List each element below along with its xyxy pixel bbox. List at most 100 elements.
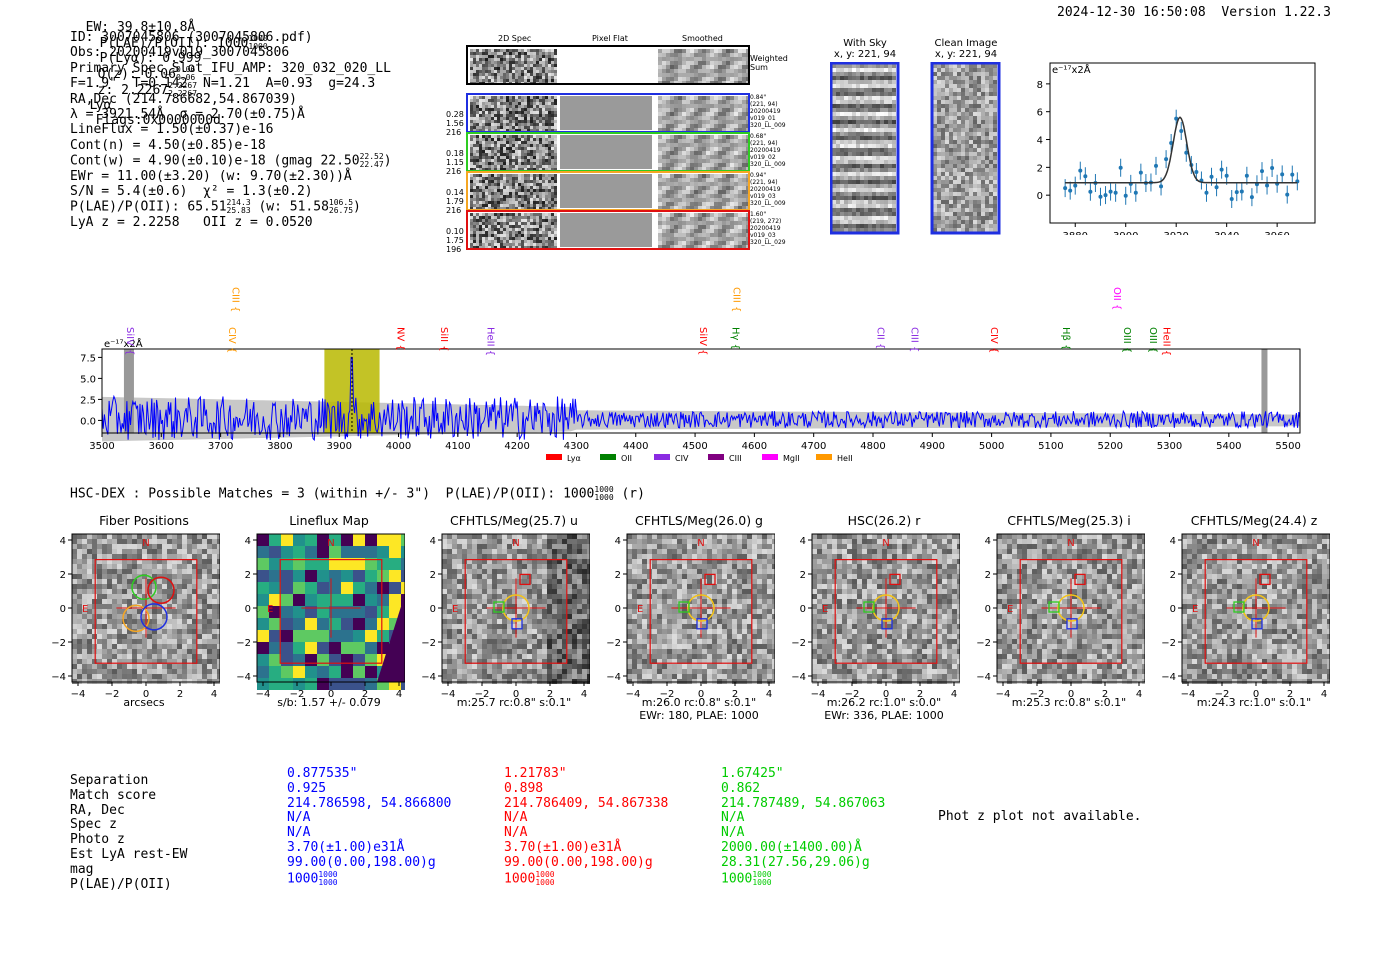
cutout-pixel [545,162,548,165]
sky-pixel [989,212,993,216]
cutout-pixel [710,178,714,182]
data-point [1169,140,1174,145]
cutout-pixel [536,192,539,195]
sky-pixel [860,76,864,80]
cutout-pixel [694,237,698,241]
cutout-pixel [545,102,548,105]
cutout-pixel [674,69,678,73]
sky-pixel [872,72,876,76]
cutout-pixel [515,108,518,111]
cutout-pixel [678,73,682,77]
sky-pixel [864,124,868,128]
sky-pixel [957,140,961,144]
image-pixel [127,599,132,604]
cutout-pixel [554,64,557,67]
cutout-pixel [666,229,670,233]
cutout-pixel [658,116,662,120]
cutout-pixel [479,183,482,186]
sky-pixel [989,148,993,152]
cutout-pixel [533,201,536,204]
sky-pixel [836,132,840,136]
cutout-pixel [494,189,497,192]
cutout-pixel [533,120,536,123]
cutout-pixel [545,96,548,99]
sky-pixel [852,108,856,112]
info-z: LyA z = 2.2258 OII z = 0.0520 [70,214,313,230]
sky-pixel [868,224,872,228]
data-point [1068,188,1073,193]
cutout-pixel [533,234,536,237]
cutout-pixel [500,246,503,249]
cutout-pixel [506,58,509,61]
data-point [1098,194,1103,199]
cutout-pixel [702,194,706,198]
cutout-pixel [482,186,485,189]
sky-pixel [832,144,836,148]
cutout-pixel [742,182,746,186]
sky-pixel [848,144,852,148]
cutout-pixel [482,192,485,195]
cutout-pixel [536,195,539,198]
sky-pixel [852,224,856,228]
cutout-pixel [710,155,714,159]
sky-pixel [941,208,945,212]
image-pixel [82,614,87,619]
cutout-pixel [686,77,690,81]
sky-pixel [852,204,856,208]
cutout-pixel [726,96,730,100]
sky-pixel [973,148,977,152]
cutout-pixel [533,141,536,144]
sky-pixel [949,200,953,204]
data-point [1133,190,1138,195]
sky-pixel [953,128,957,132]
sky-pixel [884,152,888,156]
cutout-pixel [488,79,491,82]
image-pixel [82,604,87,609]
emission-line-label: CIII { [229,287,240,312]
cutout-pixel [500,219,503,222]
cutout-pixel [470,165,473,168]
image-pixel [127,609,132,614]
cutout-pixel [702,151,706,155]
cutout-pixel [554,96,557,99]
cutout-pixel [524,153,527,156]
sky-pixel [977,216,981,220]
sky-pixel [989,92,993,96]
cutout-pixel [494,126,497,129]
cutout-pixel [714,245,718,249]
sky-pixel [864,108,868,112]
cutout-pixel [702,225,706,229]
cutout-pixel [485,219,488,222]
image-pixel [92,579,97,584]
sky-pixel [892,72,896,76]
sky-pixel [989,228,993,232]
cutout-pixel [491,159,494,162]
image-pixel [72,584,77,589]
cutout-pixel [539,156,542,159]
cutout-pixel [482,177,485,180]
image-pixel [137,554,142,559]
cutout-pixel [536,231,539,234]
image-pixel [137,594,142,599]
cutout-pixel [726,77,730,81]
image-pixel [127,539,132,544]
cutout-pixel [706,241,710,245]
data-point [1179,128,1184,133]
sky-pixel [977,136,981,140]
cutout-pixel [482,243,485,246]
sky-pixel [840,152,844,156]
sky-pixel [993,224,997,228]
cutout-pixel [670,213,674,217]
cutout-pixel [488,144,491,147]
sky-pixel [872,80,876,84]
cutout-pixel [530,189,533,192]
cutout-pixel [500,126,503,129]
sky-pixel [957,128,961,132]
sky-pixel [945,224,949,228]
cutout-pixel [512,234,515,237]
cutout-pixel [734,213,738,217]
cutout-pixel [726,186,730,190]
x-tick-label: 3920 [1163,231,1188,235]
cutout-pixel [678,213,682,217]
sky-pixel [933,220,937,224]
